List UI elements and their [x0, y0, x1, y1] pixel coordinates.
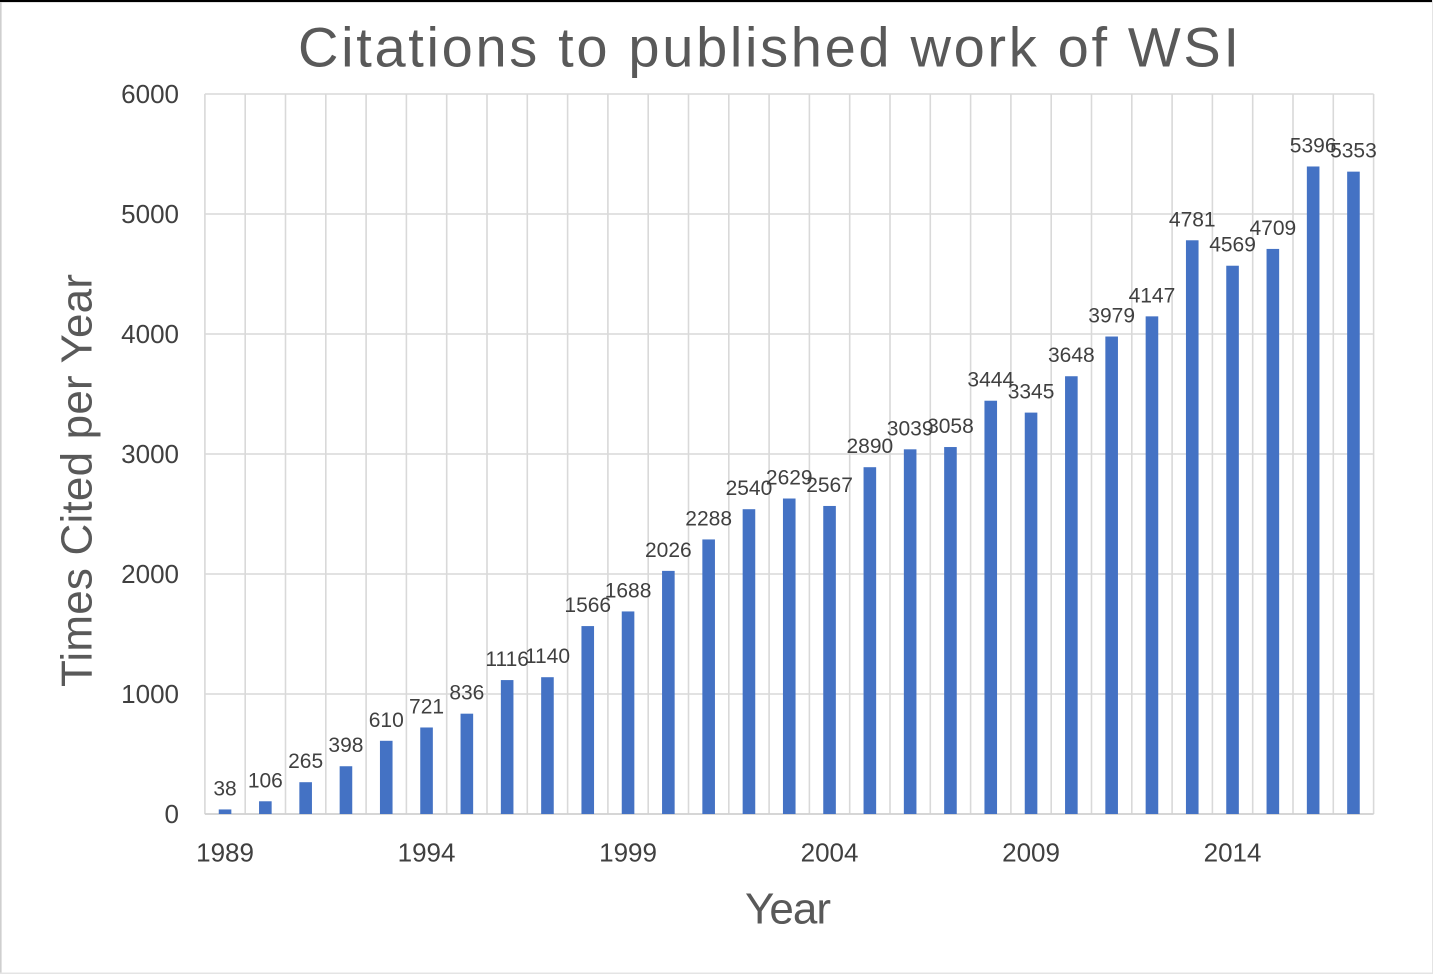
svg-text:3979: 3979 [1088, 305, 1135, 328]
svg-text:4569: 4569 [1209, 234, 1256, 257]
svg-text:610: 610 [369, 709, 404, 732]
svg-text:1140: 1140 [525, 645, 570, 668]
svg-text:1989: 1989 [196, 838, 254, 868]
svg-text:5353: 5353 [1330, 140, 1377, 163]
svg-text:2629: 2629 [766, 467, 813, 490]
svg-text:1999: 1999 [599, 838, 657, 868]
svg-text:3444: 3444 [967, 369, 1014, 392]
svg-text:1994: 1994 [398, 838, 456, 868]
svg-text:2540: 2540 [726, 477, 773, 500]
svg-text:1566: 1566 [564, 594, 611, 617]
svg-text:Citations to published work of: Citations to published work of WSI [298, 15, 1239, 78]
svg-text:5396: 5396 [1290, 134, 1337, 157]
svg-text:6000: 6000 [121, 79, 179, 109]
svg-text:836: 836 [449, 682, 484, 705]
svg-text:Year: Year [745, 884, 831, 933]
svg-text:2004: 2004 [801, 838, 859, 868]
svg-text:38: 38 [213, 777, 236, 800]
svg-text:4709: 4709 [1249, 217, 1296, 240]
svg-text:3058: 3058 [927, 415, 974, 438]
svg-text:1116: 1116 [485, 648, 529, 671]
svg-text:3648: 3648 [1048, 344, 1095, 367]
svg-text:2014: 2014 [1204, 838, 1262, 868]
svg-text:3039: 3039 [887, 417, 934, 440]
svg-text:4147: 4147 [1129, 284, 1176, 307]
svg-text:398: 398 [328, 734, 363, 757]
svg-text:1000: 1000 [121, 679, 179, 709]
svg-text:0: 0 [165, 799, 179, 829]
svg-text:3345: 3345 [1008, 381, 1055, 404]
svg-text:4000: 4000 [121, 319, 179, 349]
svg-text:265: 265 [288, 750, 323, 773]
svg-text:721: 721 [409, 695, 444, 718]
svg-text:5000: 5000 [121, 199, 179, 229]
svg-text:2000: 2000 [121, 559, 179, 589]
svg-text:1688: 1688 [605, 579, 652, 602]
svg-text:106: 106 [248, 769, 283, 792]
svg-text:2026: 2026 [645, 539, 692, 562]
svg-text:2890: 2890 [846, 435, 893, 458]
svg-text:2009: 2009 [1002, 838, 1060, 868]
svg-text:Times Cited per Year: Times Cited per Year [53, 274, 102, 687]
svg-text:2288: 2288 [685, 507, 732, 530]
svg-text:4781: 4781 [1169, 208, 1216, 231]
svg-text:2567: 2567 [806, 474, 853, 497]
svg-text:3000: 3000 [121, 439, 179, 469]
